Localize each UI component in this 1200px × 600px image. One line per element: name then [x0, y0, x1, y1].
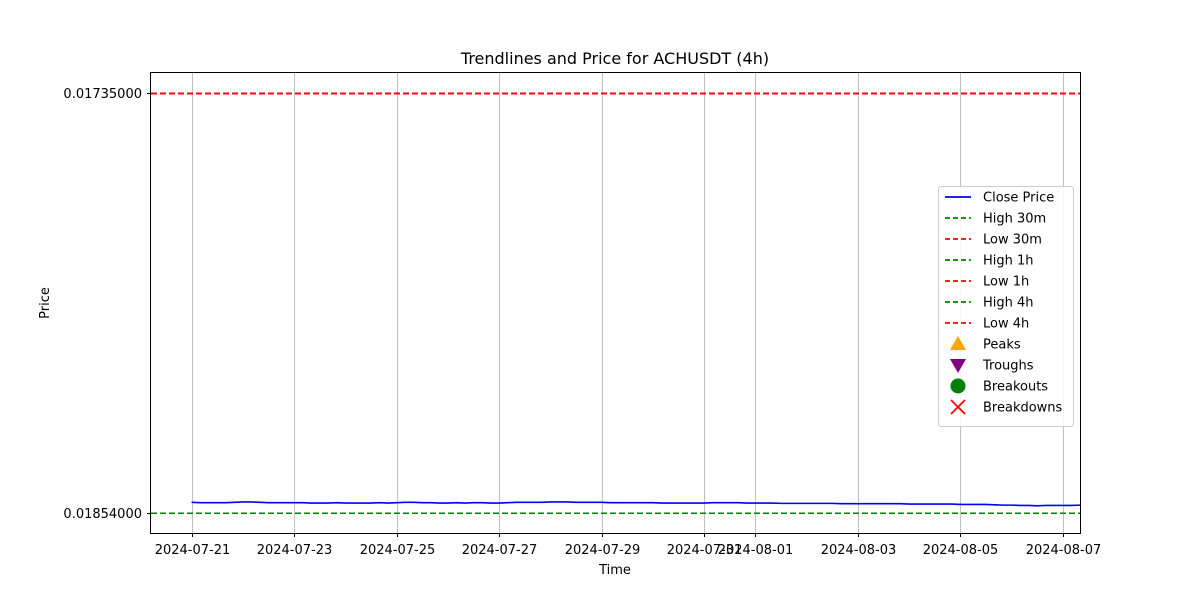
legend-label: Low 1h	[983, 275, 1029, 290]
x-tick-label: 2024-07-31	[667, 543, 743, 558]
x-tick-label: 2024-08-03	[821, 543, 897, 558]
legend-marker-peaks	[950, 336, 966, 350]
legend-marker-breakdowns	[950, 399, 966, 415]
y-tick-label: 0.01854000	[63, 507, 142, 522]
legend-label: High 30m	[983, 212, 1046, 227]
x-tick-label: 2024-07-25	[360, 543, 436, 558]
legend-label: Low 30m	[983, 233, 1042, 248]
y-tick-label: 0.01735000	[63, 87, 142, 102]
chart-title: Trendlines and Price for ACHUSDT (4h)	[460, 49, 769, 68]
x-tick-label: 2024-07-23	[257, 543, 333, 558]
y-axis-label: Price	[38, 287, 53, 319]
legend-label: High 4h	[983, 296, 1034, 311]
legend-label: Breakouts	[983, 380, 1048, 395]
x-axis: 2024-07-21 2024-07-23 2024-07-25 2024-07-27…	[155, 533, 1102, 558]
x-tick-label: 2024-07-27	[462, 543, 538, 558]
x-tick-label: 2024-08-05	[923, 543, 999, 558]
price-series	[191, 501, 1081, 507]
trendlines	[151, 92, 1080, 515]
legend-marker-breakouts	[950, 378, 966, 394]
legend-label: Close Price	[983, 191, 1054, 206]
legend-marker-troughs	[950, 359, 966, 373]
legend-label: Breakdowns	[983, 401, 1063, 416]
legend-label: Peaks	[983, 338, 1021, 353]
plot-area	[150, 72, 1081, 534]
x-tick-label: 2024-07-21	[155, 543, 231, 558]
legend-label: High 1h	[983, 254, 1034, 269]
x-tick-label: 2024-08-07	[1026, 543, 1102, 558]
x-tick-label: 2024-07-29	[565, 543, 641, 558]
legend: Close Price High 30m Low 30m High 1h Low 1h H…	[938, 186, 1074, 427]
legend-box	[938, 186, 1074, 427]
x-axis-label: Time	[598, 563, 631, 578]
legend-label: Low 4h	[983, 317, 1029, 332]
x-tick-label: 2024-08-01	[718, 543, 794, 558]
legend-label: Troughs	[982, 359, 1034, 374]
close-price-line	[191, 501, 1081, 507]
y-axis: 0.01735000 0.01854000	[63, 87, 151, 522]
